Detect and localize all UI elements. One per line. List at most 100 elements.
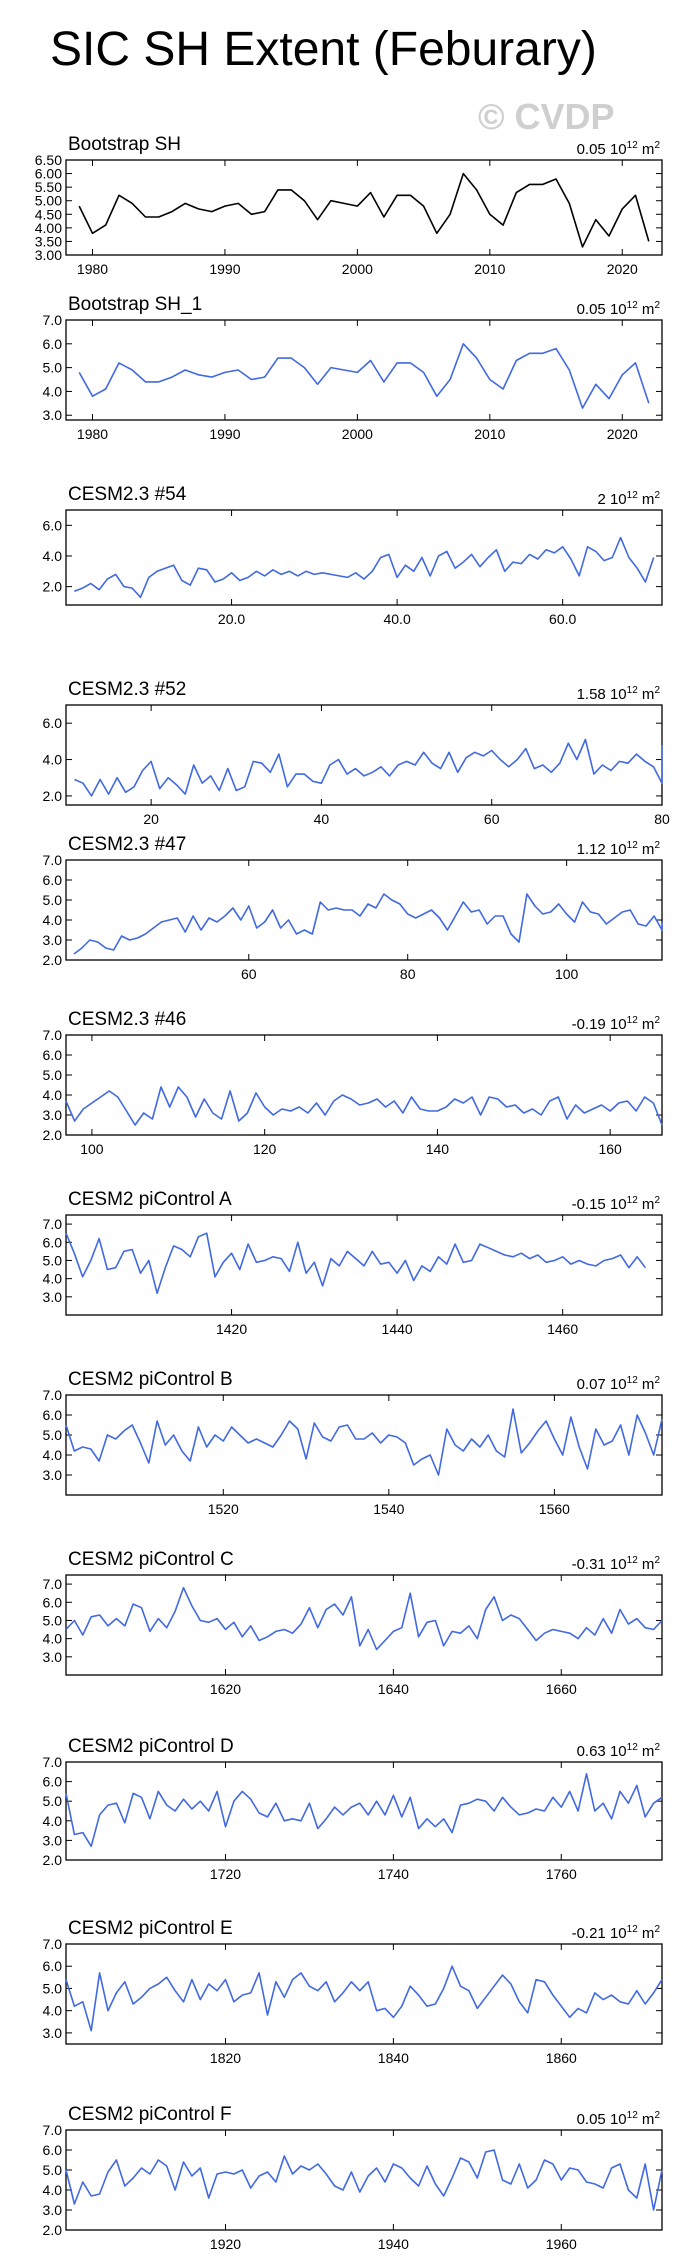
y-tick-label: 4.0 (43, 912, 63, 928)
units-base: 10 (606, 1016, 627, 1033)
units-exponent: 12 (627, 1015, 639, 1026)
units-square: 2 (654, 2110, 660, 2121)
x-tick-label: 1820 (210, 2050, 241, 2066)
units-square: 2 (654, 1555, 660, 1566)
y-tick-label: 5.0 (43, 1980, 63, 1996)
y-tick-label: 6.0 (43, 1234, 63, 1250)
series-line (73, 893, 663, 955)
y-tick-label: 3.0 (43, 407, 63, 423)
y-tick-label: 4.00 (35, 220, 62, 236)
trend-value: 0.63 (577, 1743, 606, 1760)
y-tick-label: 7.0 (43, 2122, 63, 2138)
series-line (74, 536, 655, 599)
x-tick-label: 1660 (546, 1681, 577, 1697)
units-exponent: 12 (627, 1924, 639, 1935)
chart-title: Bootstrap SH (68, 134, 181, 155)
x-tick-label: 1620 (210, 1681, 241, 1697)
y-tick-label: 5.0 (43, 360, 63, 376)
series-line (74, 738, 663, 797)
trend-value: -0.31 (572, 1556, 606, 1573)
y-tick-label: 5.50 (35, 179, 62, 195)
x-tick-label: 100 (555, 966, 579, 982)
y-tick-label: 5.0 (43, 2162, 63, 2178)
y-tick-label: 3.0 (43, 1649, 63, 1665)
trend-value: 1.58 (577, 686, 606, 703)
trend-value: 1.12 (577, 841, 606, 858)
x-tick-label: 2020 (607, 261, 638, 277)
chart-title: CESM2.3 #46 (68, 1009, 186, 1030)
y-tick-label: 4.0 (43, 1271, 63, 1287)
units-meter: m (638, 141, 655, 158)
x-tick-label: 1940 (378, 2236, 409, 2252)
y-tick-label: 7.0 (43, 1936, 63, 1952)
trend-label: 0.05 1012 m2 (577, 140, 661, 158)
y-tick-label: 3.00 (35, 247, 62, 263)
units-square: 2 (654, 840, 660, 851)
y-tick-label: 5.0 (43, 1427, 63, 1443)
y-tick-label: 6.0 (43, 1774, 63, 1790)
trend-value: -0.15 (572, 1196, 606, 1213)
x-tick-label: 1990 (209, 426, 240, 442)
x-tick-label: 1640 (378, 1681, 409, 1697)
units-meter: m (638, 1196, 655, 1213)
x-tick-label: 2020 (607, 426, 638, 442)
units-square: 2 (654, 1924, 660, 1935)
y-tick-label: 6.0 (43, 715, 63, 731)
units-meter: m (638, 2111, 655, 2128)
trend-label: -0.21 1012 m2 (572, 1924, 661, 1942)
x-tick-label: 1720 (210, 1866, 241, 1882)
x-tick-label: 60.0 (549, 611, 576, 627)
x-tick-label: 1760 (546, 1866, 577, 1882)
x-tick-label: 1840 (378, 2050, 409, 2066)
y-tick-label: 6.0 (43, 336, 63, 352)
y-tick-label: 4.0 (43, 1447, 63, 1463)
units-exponent: 12 (627, 1742, 639, 1753)
y-tick-label: 4.0 (43, 1631, 63, 1647)
y-tick-label: 4.50 (35, 206, 62, 222)
chart-panel: CESM2 piControl D 0.63 1012 m2 2.0 3.0 4.0 5.… (43, 1736, 663, 1882)
units-exponent: 12 (627, 2110, 639, 2121)
y-tick-label: 2.0 (43, 1127, 63, 1143)
x-tick-label: 1920 (210, 2236, 241, 2252)
y-tick-label: 6.0 (43, 1047, 63, 1063)
units-square: 2 (654, 1195, 660, 1206)
units-base: 10 (606, 1925, 627, 1942)
x-tick-label: 1440 (382, 1321, 413, 1337)
x-tick-label: 2010 (474, 261, 505, 277)
plot-frame (65, 1034, 663, 1136)
y-tick-label: 5.00 (35, 193, 62, 209)
y-tick-label: 5.0 (43, 892, 63, 908)
units-exponent: 12 (627, 1555, 639, 1566)
y-tick-label: 4.0 (43, 752, 63, 768)
units-meter: m (638, 1743, 655, 1760)
x-tick-label: 20 (143, 811, 159, 827)
trend-label: -0.15 1012 m2 (572, 1195, 661, 1213)
y-tick-label: 5.0 (43, 1612, 63, 1628)
y-tick-label: 6.00 (35, 166, 62, 182)
units-exponent: 12 (627, 300, 639, 311)
trend-value: -0.19 (572, 1016, 606, 1033)
units-square: 2 (654, 490, 660, 501)
x-tick-label: 1860 (546, 2050, 577, 2066)
y-tick-label: 4.0 (43, 1813, 63, 1829)
y-tick-label: 2.0 (43, 579, 63, 595)
units-exponent: 12 (627, 490, 639, 501)
units-exponent: 12 (627, 1195, 639, 1206)
y-tick-label: 7.0 (43, 312, 63, 328)
chart-title: CESM2.3 #52 (68, 679, 186, 700)
plot-frame (65, 1574, 663, 1676)
x-tick-label: 1980 (77, 261, 108, 277)
cvdp-watermark: © CVDP (478, 96, 615, 137)
units-base: 10 (606, 1196, 627, 1213)
units-square: 2 (654, 1015, 660, 1026)
x-tick-label: 20.0 (218, 611, 245, 627)
y-tick-label: 7.0 (43, 852, 63, 868)
x-tick-label: 60 (241, 966, 257, 982)
series-line (65, 1965, 663, 2032)
figure-title: SIC SH Extent (Feburary) (50, 23, 597, 76)
plot-frame (65, 1394, 663, 1496)
trend-label: -0.19 1012 m2 (572, 1015, 661, 1033)
trend-label: 0.05 1012 m2 (577, 300, 661, 318)
